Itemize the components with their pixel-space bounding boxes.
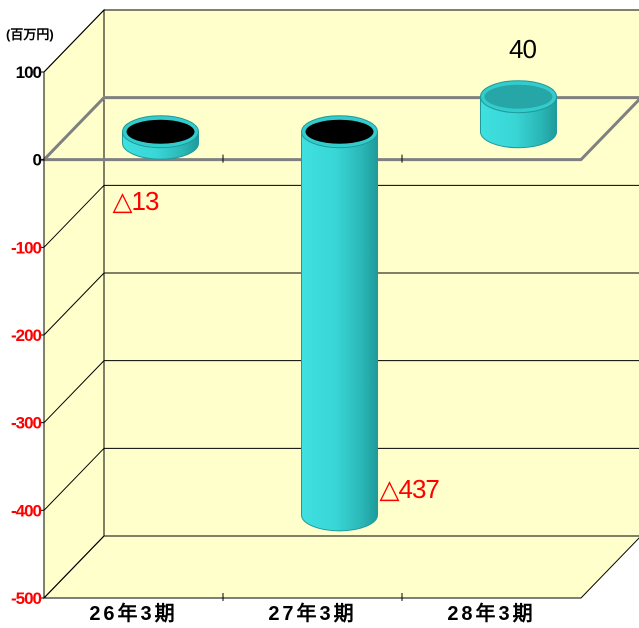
y-tick-label: 100 — [16, 63, 42, 82]
cylinder-top — [484, 84, 553, 109]
gridline — [43, 447, 639, 511]
chart-axes — [40, 71, 639, 601]
data-label: △13 — [113, 186, 159, 216]
y-tick-label: -100 — [11, 238, 42, 257]
y-tick-label: -500 — [11, 589, 42, 608]
gridline — [43, 360, 639, 424]
unit-label: (百万円) — [6, 27, 54, 42]
floor — [42, 535, 639, 599]
x-tick-label: 27年3期 — [268, 601, 356, 625]
data-label: △437 — [380, 474, 440, 504]
gridline — [43, 9, 639, 73]
y-tick-label: 0 — [33, 151, 42, 170]
gridline — [43, 184, 639, 248]
gridline — [43, 535, 639, 599]
y-tick-label: -200 — [11, 326, 42, 345]
cylinder-bar — [301, 115, 378, 532]
chart-bars — [122, 80, 557, 532]
data-label: 40 — [509, 34, 536, 64]
cylinder-top — [305, 119, 374, 144]
x-tick-label: 26年3期 — [89, 601, 177, 625]
cylinder-bar — [480, 80, 557, 149]
cylinder-bar — [122, 115, 199, 160]
chart-labels: 100 0 -100 -200 -300 -400 -500 26年3期 27年3期 28年3期 △… — [11, 34, 538, 625]
cylinder-top — [126, 119, 195, 144]
chart-grid — [43, 9, 639, 599]
y-tick-label: -300 — [11, 414, 42, 433]
cylinder-body — [301, 131, 378, 532]
y-tick-label: -400 — [11, 501, 42, 520]
gridline — [43, 272, 639, 336]
x-tick-label: 28年3期 — [447, 601, 535, 625]
